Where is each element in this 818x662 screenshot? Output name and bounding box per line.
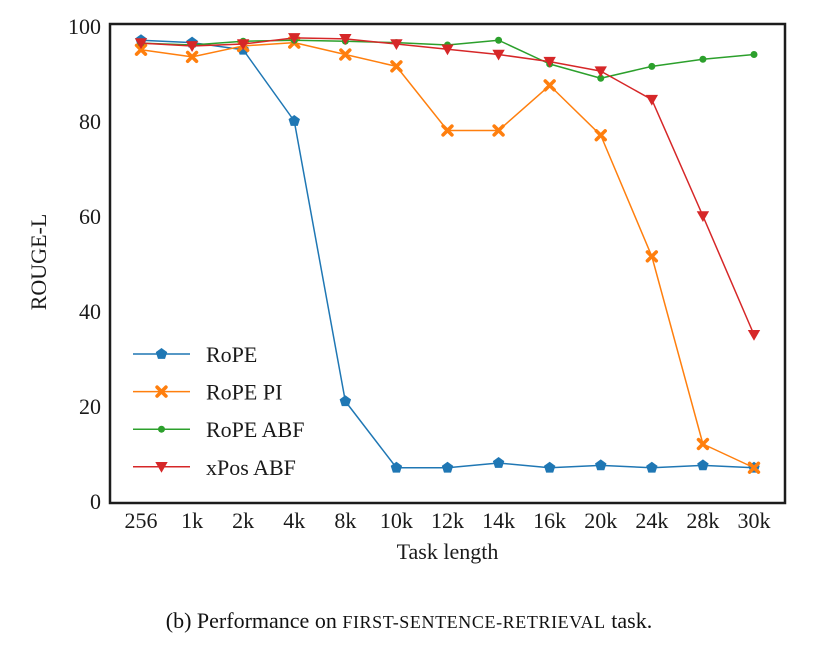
circle-marker-icon [495, 36, 503, 44]
x-marker-icon [492, 124, 505, 137]
y-tick-label: 80 [79, 109, 101, 134]
triangle-down-marker-icon [288, 33, 301, 44]
x-marker-icon [441, 124, 454, 137]
legend-label-rope: RoPE [206, 342, 257, 367]
x-marker-icon [155, 385, 168, 398]
pentagon-marker-icon [155, 348, 168, 359]
x-marker-icon [134, 43, 148, 56]
circle-marker-icon [699, 55, 707, 63]
y-tick-label: 20 [79, 394, 101, 419]
rouge-l-line-chart: 0 20 40 60 80 100 256 1k 2k 4k 8k 10k 12k 14k 16k 20k 24… [26, 14, 787, 564]
pentagon-marker-icon [390, 461, 403, 473]
pentagon-marker-icon [441, 461, 454, 473]
x-tick-label: 1k [181, 508, 203, 533]
caption-suffix: task. [605, 608, 653, 633]
triangle-down-marker-icon [492, 49, 505, 61]
triangle-down-marker-icon [339, 34, 352, 45]
circle-marker-icon [158, 425, 165, 433]
x-marker-icon [543, 79, 556, 92]
series-line-xpos-abf [140, 37, 755, 336]
x-tick-label: 30k [738, 508, 771, 533]
legend-label-rope-abf: RoPE ABF [206, 417, 304, 442]
y-tick-label: 40 [79, 299, 101, 324]
y-tick-label: 100 [68, 14, 101, 39]
pentagon-marker-icon [492, 457, 505, 468]
x-tick-label: 20k [584, 508, 617, 533]
x-tick-label: 256 [125, 508, 158, 533]
triangle-down-marker-icon [543, 56, 556, 68]
x-tick-label: 8k [334, 508, 356, 533]
triangle-down-marker-icon [236, 39, 250, 51]
pentagon-marker-icon [543, 461, 556, 473]
y-tick-label: 0 [90, 489, 101, 514]
caption-prefix: (b) Performance on [165, 608, 343, 633]
triangle-down-marker-icon [155, 462, 168, 473]
x-tick-label: 16k [533, 508, 566, 533]
pentagon-marker-icon [646, 461, 658, 473]
triangle-down-marker-icon [134, 38, 148, 50]
pentagon-marker-icon [288, 115, 300, 126]
x-tick-label: 28k [686, 508, 719, 533]
x-marker-icon [339, 48, 352, 61]
pentagon-marker-icon [339, 395, 352, 407]
x-marker-icon [747, 461, 761, 474]
x-tick-label: 4k [283, 508, 305, 533]
x-tick-label: 14k [482, 508, 515, 533]
x-tick-label: 10k [380, 508, 413, 533]
x-tick-label: 24k [635, 508, 668, 533]
x-tick-label: 12k [431, 508, 464, 533]
triangle-down-marker-icon [696, 211, 710, 222]
x-axis-label: Task length [397, 539, 499, 564]
legend-label-rope-pi: RoPE PI [206, 380, 282, 405]
circle-marker-icon [597, 74, 605, 82]
circle-marker-icon [750, 51, 758, 58]
caption-task-name: FIRST-SENTENCE-RETRIEVAL [342, 612, 606, 632]
x-marker-icon [390, 60, 403, 73]
pentagon-marker-icon [697, 459, 709, 471]
triangle-down-marker-icon [390, 39, 403, 51]
x-marker-icon [594, 129, 607, 142]
triangle-down-marker-icon [747, 329, 761, 341]
plot-frame [108, 22, 787, 505]
figure-caption: (b) Performance on FIRST-SENTENCE-RETRIE… [0, 606, 818, 637]
triangle-down-marker-icon [594, 66, 607, 78]
triangle-down-marker-icon [441, 44, 454, 56]
x-marker-icon [185, 50, 199, 64]
x-tick-label: 2k [232, 508, 254, 533]
legend-label-xpos-abf: xPos ABF [206, 455, 296, 480]
triangle-down-marker-icon [645, 94, 659, 106]
pentagon-marker-icon [595, 459, 607, 471]
circle-marker-icon [648, 62, 656, 70]
y-tick-label: 60 [79, 204, 101, 229]
triangle-down-marker-icon [185, 41, 199, 52]
x-marker-icon [696, 437, 710, 451]
x-marker-icon [645, 250, 659, 263]
y-axis-label: ROUGE-L [26, 214, 51, 311]
